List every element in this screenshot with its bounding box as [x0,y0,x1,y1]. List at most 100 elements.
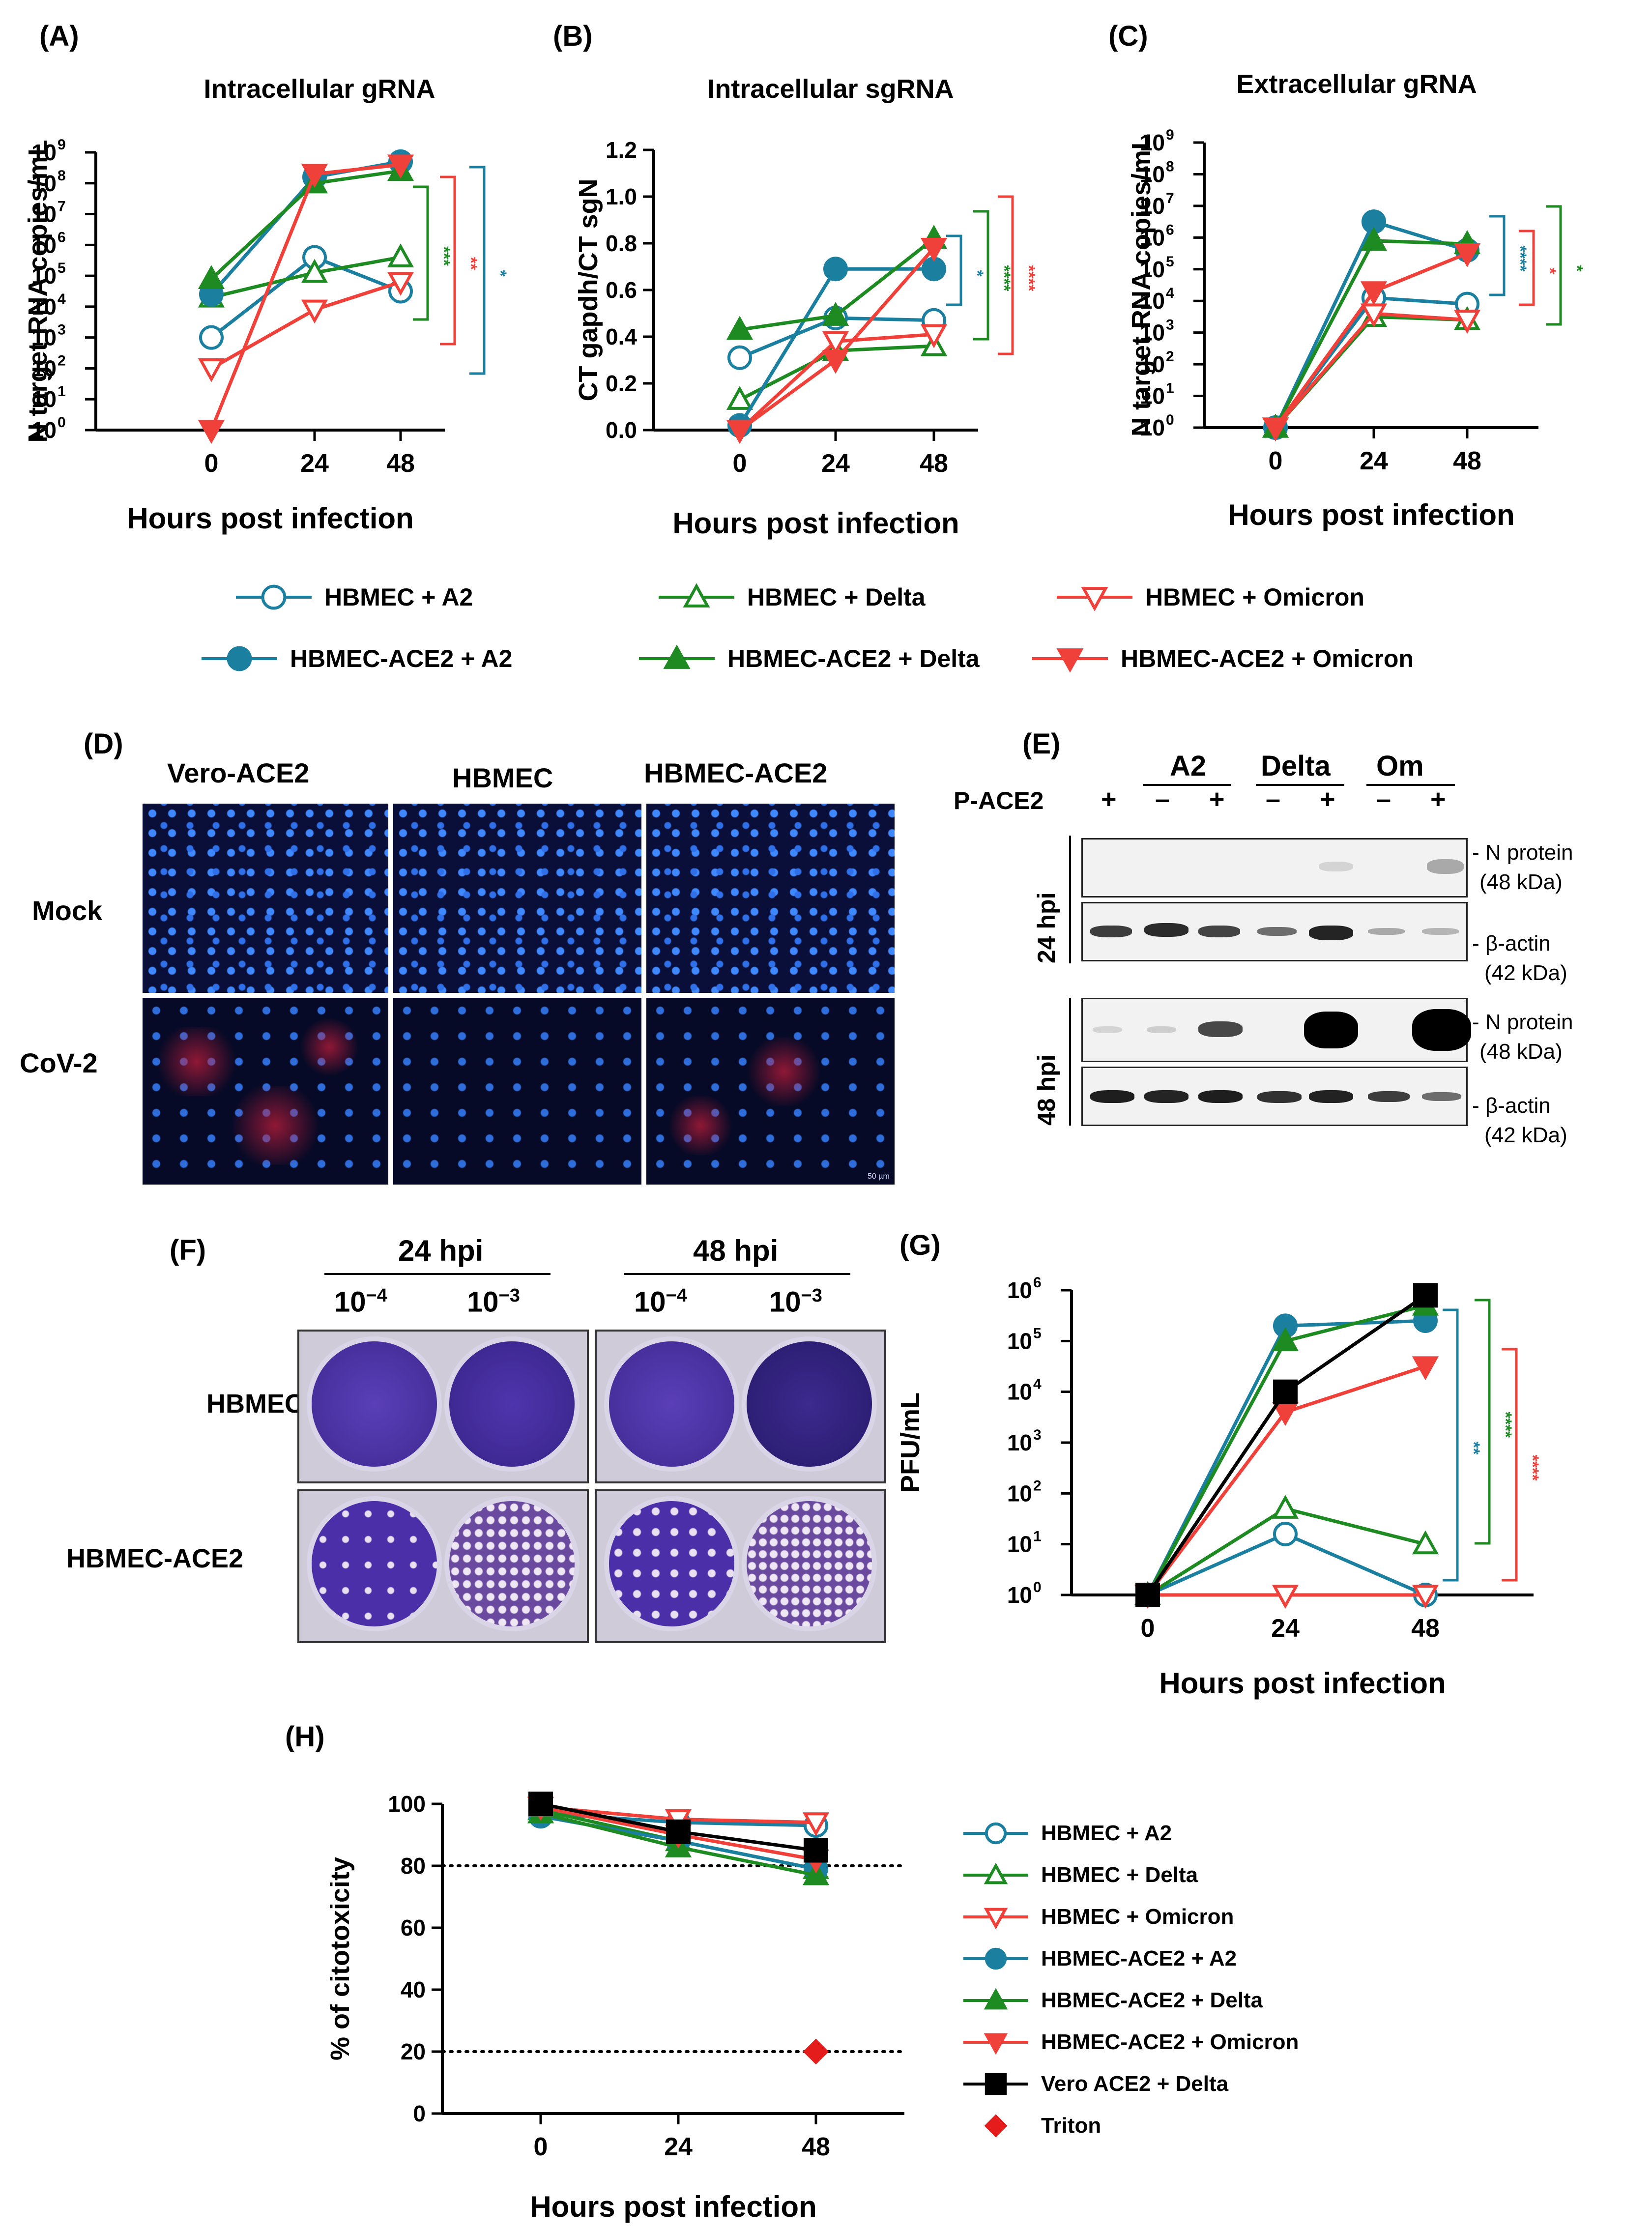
legend-item: HBMEC-ACE2 + Delta [639,641,980,676]
y-tick-label: 10 [1007,1480,1032,1506]
significance-bracket: **** [1475,1299,1515,1545]
plate-hbmec-ace2-48 [595,1489,886,1643]
series-hbmec-omicron [726,324,948,444]
x-tick-label: 24 [1360,447,1388,475]
y-tick-exponent: 3 [1166,317,1174,333]
series-hbmec-ace2-omicron [726,237,948,444]
plate-hbmec-ace2-24 [297,1489,589,1643]
legend-label: HBMEC-ACE2 + A2 [1041,1946,1237,1970]
y-tick-label: 0.8 [606,231,637,256]
x-tick-label: 48 [386,449,415,478]
bracket-24hpi [1069,836,1071,963]
image-cov2-hbmec [393,998,641,1185]
legend-symbol [663,644,691,669]
label-n-kda-48h: (48 kDa) [1479,1040,1563,1064]
y-tick-label: 10 [1140,130,1165,155]
legend-item: HBMEC + Delta [659,580,926,614]
panel-h-label: (H) [285,1721,325,1753]
sign-5: + [1320,784,1335,814]
legend-symbol [984,1862,1008,1884]
chart-A: 10 010 110 210 310 410 510 610 710 810 90 24 48Hours… [23,137,510,535]
col-label-hbmec: HBMEC [452,762,553,793]
group-label-om: Om [1376,750,1424,782]
legend-label: HBMEC + A2 [324,583,473,611]
y-tick-label: 10 [1140,320,1165,346]
y-tick-label: 10 [31,417,57,443]
legend-label: HBMEC-ACE2 + A2 [290,645,513,672]
bracket-line [998,195,1014,355]
series-hbmec-ace2-a2 [1135,1308,1438,1607]
f-row-hbmec-ace2: HBMEC-ACE2 [66,1544,244,1573]
legend-label: HBMEC + Delta [747,583,926,611]
data-point [301,164,328,188]
series-hbmec-ace2-omicron [1262,243,1481,442]
y-tick-exponent: 7 [1166,190,1174,206]
significance-stars: * [1540,267,1559,274]
series-triton [803,2038,829,2065]
image-mock-hbmec [393,804,641,993]
y-tick-exponent: 9 [58,137,66,153]
significance-stars: * [968,270,986,277]
bracket-line [1519,230,1535,306]
data-point [726,316,754,340]
data-point [301,299,328,324]
legend-label: HBMEC-ACE2 + Delta [1041,1988,1263,2012]
data-point [1453,310,1481,334]
y-tick-label: 10 [1140,383,1165,409]
legend-item: HBMEC + Omicron [1057,580,1364,614]
legend-item: HBMEC + A2 [236,580,473,614]
bracket-48hpi [1069,998,1071,1126]
y-tick-exponent: 0 [1166,412,1174,428]
data-point [1273,1379,1298,1404]
data-point [198,420,225,444]
legend-symbol [227,646,252,671]
panel-a-label: (A) [39,20,79,52]
f-dil-48-1: 10−4 [634,1285,687,1318]
y-tick-exponent: 2 [1033,1478,1042,1494]
y-tick-exponent: 6 [1166,222,1174,238]
base: 10 [769,1286,801,1318]
x-axis-title: Hours post infection [1228,498,1514,531]
series-vero-ace2-delta [528,1792,828,1863]
legend-marker-icon [659,583,734,608]
y-tick-label: 0.6 [606,277,637,303]
exp: −4 [366,1285,387,1306]
legend-item: HBMEC-ACE2 + Omicron [1032,641,1414,676]
group-label-a2: A2 [1170,750,1207,782]
x-tick-label: 24 [300,449,329,478]
y-tick-label: 10 [31,263,57,289]
series-line [209,163,401,431]
plate-hbmec-48 [595,1330,886,1483]
data-point [1360,281,1388,306]
y-tick-label: 10 [1140,351,1165,377]
blot-48h-n-protein [1081,998,1471,1062]
significance-stars: * [491,270,510,277]
legend-label: HBMEC-ACE2 + Delta [727,645,980,672]
p-ace2-label: P-ACE2 [954,787,1044,814]
data-point [1412,1530,1439,1555]
f-dil-48-2: 10−3 [769,1285,822,1318]
y-tick-exponent: 5 [58,260,66,276]
legend-item: HBMEC + Delta [963,1860,1198,1890]
y-tick-label: 10 [31,232,57,258]
bracket-line [1502,1348,1518,1582]
legend-symbol [1081,587,1108,611]
significance-stars: **** [1511,246,1530,272]
significance-bracket: **** [1489,215,1530,296]
x-tick-label: 0 [204,449,219,478]
significance-bracket: * [946,234,986,306]
label-actin-24h: - β-actin [1472,931,1551,956]
col-label-vero-ace2: Vero-ACE2 [167,757,310,788]
legend-item: HBMEC + Omicron [963,1902,1234,1932]
data-point [803,2038,829,2065]
data-point [1262,417,1289,442]
panel-c-label: (C) [1108,20,1148,52]
blot-24h-actin [1081,902,1468,961]
bracket-line [1489,215,1506,296]
data-point [802,1861,830,1885]
panel-c-title: Extracellular gRNA [1236,69,1477,99]
y-axis-title: N target RNA copies/mL [1127,134,1156,436]
sign-3: + [1209,784,1225,814]
legend-marker-icon [963,1988,1028,2010]
